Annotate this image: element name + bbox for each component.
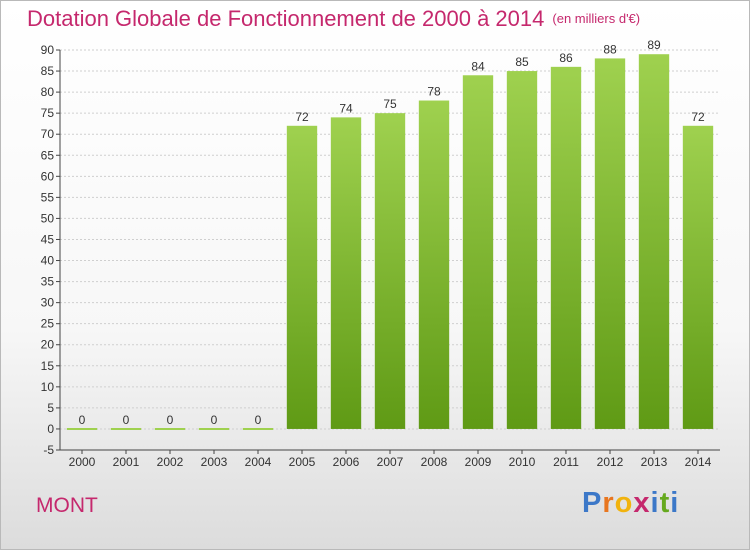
bar-value-label: 85	[515, 55, 529, 69]
bar	[506, 71, 538, 429]
y-tick-label: 55	[41, 190, 55, 204]
bar	[682, 125, 714, 429]
y-tick-label: 0	[47, 422, 54, 436]
y-tick-label: 30	[41, 296, 55, 310]
bar	[462, 75, 494, 429]
bar-value-label: 0	[123, 413, 130, 427]
y-axis-tick-labels: -5 0 5 10 15 20 25 30 35 40 45 50 55 60 65 70 75 80 85 90	[41, 43, 55, 457]
bar-value-label: 0	[167, 413, 174, 427]
x-tick-label: 2000	[69, 455, 96, 469]
y-tick-label: -5	[43, 443, 54, 457]
bar-value-label: 78	[427, 85, 441, 99]
x-tick-label: 2003	[201, 455, 228, 469]
x-tick-label: 2011	[553, 455, 579, 469]
y-tick-label: 45	[41, 232, 55, 246]
x-tick-label: 2006	[333, 455, 360, 469]
y-tick-label: 15	[41, 359, 55, 373]
logo-letter: x	[633, 487, 651, 519]
y-tick-label: 40	[41, 254, 55, 268]
y-tick-label: 60	[41, 169, 55, 183]
x-tick-label: 2002	[157, 455, 184, 469]
x-tick-label: 2007	[377, 455, 404, 469]
proxiti-logo: Proxiti	[582, 487, 679, 520]
y-tick-label: 25	[41, 317, 55, 331]
bar	[374, 113, 406, 429]
x-tick-label: 2009	[465, 455, 492, 469]
logo-letter: o	[614, 487, 634, 519]
bar	[330, 117, 362, 429]
y-tick-label: 70	[41, 127, 55, 141]
y-tick-label: 10	[41, 380, 55, 394]
x-tick-label: 2005	[289, 455, 316, 469]
x-tick-label: 2008	[421, 455, 448, 469]
y-tick-label: 20	[41, 338, 55, 352]
bar-value-label: 86	[559, 51, 573, 65]
bar-value-label: 72	[691, 110, 705, 124]
bar-value-label: 88	[603, 42, 617, 56]
y-tick-label: 80	[41, 85, 55, 99]
bar	[418, 100, 450, 429]
bar-value-label: 0	[255, 413, 262, 427]
bar-value-label: 89	[647, 38, 661, 52]
bar-value-label: 0	[79, 413, 86, 427]
chart-title: Dotation Globale de Fonctionnement de 20…	[27, 6, 640, 32]
y-tick-label: 50	[41, 211, 55, 225]
logo-letter: P	[582, 487, 603, 519]
x-tick-label: 2010	[509, 455, 536, 469]
logo-letter: r	[602, 487, 615, 519]
bar	[638, 54, 670, 429]
logo-letter: i	[650, 487, 660, 519]
chart-unit-label: (en milliers d'€)	[552, 11, 641, 26]
bar-value-labels: 0 0 0 0 0 72 74 75 78 84 85 86 88 89 72	[79, 38, 705, 427]
bar-value-label: 72	[295, 110, 309, 124]
bar-value-label: 84	[471, 59, 485, 73]
bar-value-label: 75	[383, 97, 397, 111]
y-tick-label: 35	[41, 275, 55, 289]
bar-value-label: 0	[211, 413, 218, 427]
y-tick-label: 5	[47, 401, 54, 415]
logo-letter: t	[659, 487, 671, 519]
y-tick-label: 65	[41, 148, 55, 162]
bar-value-label: 74	[339, 101, 353, 115]
logo-letter: i	[670, 487, 680, 519]
bar	[550, 66, 582, 429]
x-tick-label: 2012	[597, 455, 624, 469]
x-axis-tick-labels: 2000 2001 2002 2003 2004 2005 2006 2007 2008 2009…	[69, 450, 712, 469]
commune-name: MONT	[36, 494, 98, 517]
y-tick-label: 75	[41, 106, 55, 120]
chart-bars	[66, 54, 714, 430]
bar	[286, 125, 318, 429]
x-tick-label: 2013	[641, 455, 668, 469]
chart-title-text: Dotation Globale de Fonctionnement de 20…	[27, 6, 545, 31]
y-tick-label: 85	[41, 64, 55, 78]
x-tick-label: 2001	[113, 455, 140, 469]
x-tick-label: 2014	[685, 455, 712, 469]
y-tick-label: 90	[41, 43, 55, 57]
bar	[594, 58, 626, 429]
x-tick-label: 2004	[245, 455, 272, 469]
